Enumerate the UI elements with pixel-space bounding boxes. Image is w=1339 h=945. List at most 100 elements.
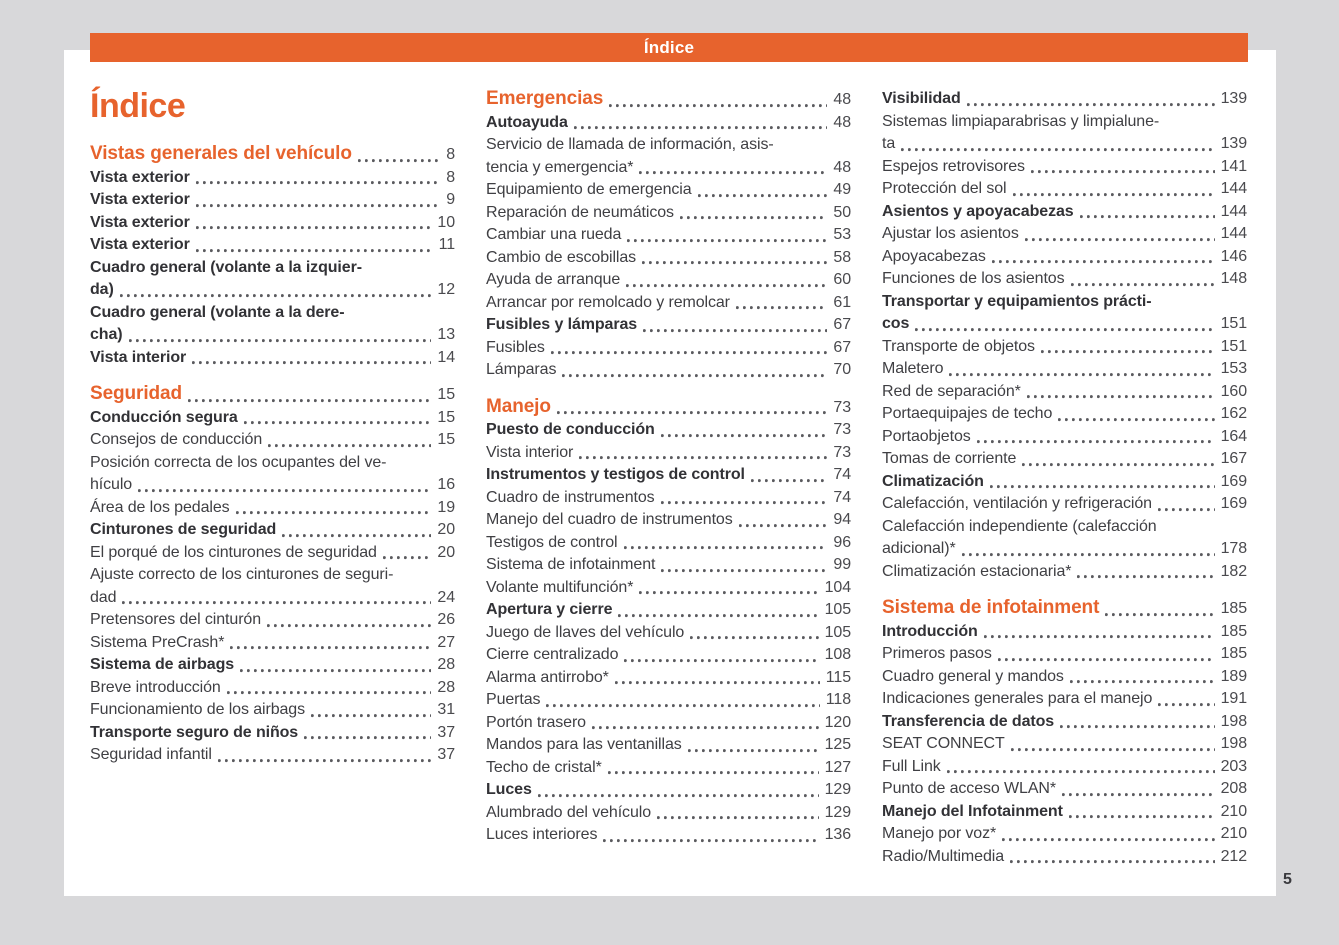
toc-entry[interactable]: Manejo 73 [486,396,851,420]
toc-entry[interactable]: Arrancar por remolcado y remolcar 61 [486,292,851,315]
toc-entry[interactable]: Conducción segura 15 [90,407,455,430]
toc-entry-page: 37 [437,746,455,763]
toc-entry-line: Sistema de infotainment 185 [882,597,1247,621]
toc-entry[interactable]: Portaobjetos 164 [882,426,1247,449]
toc-entry[interactable]: Visibilidad 139 [882,88,1247,111]
toc-entry[interactable]: Luces 129 [486,779,851,802]
toc-entry[interactable]: Sistema PreCrash* 27 [90,632,455,655]
toc-entry[interactable]: Testigos de control 96 [486,532,851,555]
toc-entry[interactable]: Calefacción, ventilación y refrigeración… [882,493,1247,516]
toc-entry[interactable]: Seguridad infantil 37 [90,744,455,767]
toc-entry[interactable]: Funciones de los asientos 148 [882,268,1247,291]
toc-entry[interactable]: Asientos y apoyacabezas 144 [882,201,1247,224]
toc-entry[interactable]: Vistas generales del vehículo 8 [90,143,455,167]
toc-entry-line: Tomas de corriente 167 [882,448,1247,471]
toc-entry-page: 11 [438,236,456,253]
toc-entry-line: Equipamiento de emergencia 49 [486,179,851,202]
toc-entry[interactable]: Transporte de objetos 151 [882,336,1247,359]
toc-entry[interactable]: Alumbrado del vehículo 129 [486,802,851,825]
toc-entry[interactable]: Breve introducción 28 [90,677,455,700]
toc-entry-leader [639,591,819,595]
toc-entry[interactable]: Vista interior 14 [90,347,455,370]
toc-entry[interactable]: SEAT CONNECT 198 [882,733,1247,756]
toc-entry[interactable]: Cuadro general (volante a la izquier-da)… [90,257,455,302]
toc-entry[interactable]: Lámparas 70 [486,359,851,382]
toc-entry[interactable]: Climatización 169 [882,471,1247,494]
toc-entry[interactable]: Pretensores del cinturón 26 [90,609,455,632]
toc-entry[interactable]: Portón trasero 120 [486,712,851,735]
toc-entry[interactable]: Manejo del cuadro de instrumentos 94 [486,509,851,532]
toc-entry[interactable]: Apoyacabezas 146 [882,246,1247,269]
toc-entry-label: Cambio de escobillas [486,248,637,266]
toc-entry[interactable]: Ajuste correcto de los cinturones de seg… [90,564,455,609]
toc-entry[interactable]: Primeros pasos 185 [882,643,1247,666]
toc-entry[interactable]: Ayuda de arranque 60 [486,269,851,292]
toc-entry[interactable]: Vista exterior 10 [90,212,455,235]
toc-entry[interactable]: El porqué de los cinturones de seguridad… [90,542,455,565]
manual-page [64,50,1276,896]
toc-entry[interactable]: Autoayuda 48 [486,112,851,135]
toc-entry[interactable]: Cuadro general y mandos 189 [882,666,1247,689]
toc-entry[interactable]: Radio/Multimedia 212 [882,846,1247,869]
toc-entry[interactable]: Área de los pedales 19 [90,497,455,520]
toc-entry[interactable]: Cambiar una rueda 53 [486,224,851,247]
toc-entry[interactable]: Red de separación* 160 [882,381,1247,404]
toc-entry[interactable]: Vista interior 73 [486,442,851,465]
toc-entry[interactable]: Maletero 153 [882,358,1247,381]
toc-entry[interactable]: Reparación de neumáticos 50 [486,202,851,225]
toc-entry[interactable]: Funcionamiento de los airbags 31 [90,699,455,722]
toc-entry[interactable]: Vista exterior 11 [90,234,455,257]
toc-entry[interactable]: Seguridad 15 [90,383,455,407]
toc-entry[interactable]: Sistemas limpiaparabrisas y limpialune-t… [882,111,1247,156]
toc-entry[interactable]: Volante multifunción* 104 [486,577,851,600]
toc-entry[interactable]: Manejo por voz* 210 [882,823,1247,846]
toc-entry[interactable]: Fusibles 67 [486,337,851,360]
toc-entry[interactable]: Vista exterior 9 [90,189,455,212]
toc-entry[interactable]: Manejo del Infotainment 210 [882,801,1247,824]
toc-entry[interactable]: Instrumentos y testigos de control 74 [486,464,851,487]
toc-entry[interactable]: Cambio de escobillas 58 [486,247,851,270]
toc-entry[interactable]: Vista exterior 8 [90,167,455,190]
toc-entry[interactable]: Full Link 203 [882,756,1247,779]
toc-entry[interactable]: Cierre centralizado 108 [486,644,851,667]
toc-entry[interactable]: Portaequipajes de techo 162 [882,403,1247,426]
toc-entry[interactable]: Mandos para las ventanillas 125 [486,734,851,757]
toc-entry[interactable]: Transporte seguro de niños 37 [90,722,455,745]
toc-entry[interactable]: Sistema de airbags 28 [90,654,455,677]
toc-entry[interactable]: Tomas de corriente 167 [882,448,1247,471]
toc-entry-label: Instrumentos y testigos de control [486,466,745,483]
toc-entry[interactable]: Espejos retrovisores 141 [882,156,1247,179]
toc-entry[interactable]: Punto de acceso WLAN* 208 [882,778,1247,801]
chapter-header-bar: Índice [90,33,1248,62]
toc-entry[interactable]: Posición correcta de los ocupantes del v… [90,452,455,497]
toc-entry[interactable]: Luces interiores 136 [486,824,851,847]
toc-entry[interactable]: Sistema de infotainment 99 [486,554,851,577]
toc-entry-label: Seguridad infantil [90,746,212,763]
toc-entry-leader [697,193,828,198]
toc-entry[interactable]: Transportar y equipamientos prácti-cos 15… [882,291,1247,336]
toc-entry[interactable]: Introducción 185 [882,621,1247,644]
toc-entry[interactable]: Cuadro de instrumentos 74 [486,487,851,510]
toc-entry[interactable]: Ajustar los asientos 144 [882,223,1247,246]
toc-entry[interactable]: Puesto de conducción 73 [486,419,851,442]
toc-entry[interactable]: Cinturones de seguridad 20 [90,519,455,542]
toc-entry[interactable]: Protección del sol 144 [882,178,1247,201]
toc-entry-leader [1002,837,1215,842]
toc-entry[interactable]: Alarma antirrobo* 115 [486,667,851,690]
toc-entry[interactable]: Sistema de infotainment 185 [882,597,1247,621]
toc-entry[interactable]: Techo de cristal* 127 [486,757,851,780]
toc-entry[interactable]: Emergencias 48 [486,88,851,112]
toc-entry[interactable]: Apertura y cierre 105 [486,599,851,622]
toc-entry[interactable]: Climatización estacionaria* 182 [882,561,1247,584]
toc-entry[interactable]: Consejos de conducción 15 [90,429,455,452]
toc-entry[interactable]: Indicaciones generales para el manejo 191 [882,688,1247,711]
toc-entry[interactable]: Calefacción independiente (calefacción ad… [882,516,1247,561]
toc-entry-line: Vista exterior 8 [90,167,455,190]
toc-entry[interactable]: Transferencia de datos 198 [882,711,1247,734]
toc-entry[interactable]: Fusibles y lámparas 67 [486,314,851,337]
toc-entry[interactable]: Cuadro general (volante a la dere-cha) 13 [90,302,455,347]
toc-entry[interactable]: Puertas 118 [486,689,851,712]
toc-entry[interactable]: Juego de llaves del vehículo 105 [486,622,851,645]
toc-entry[interactable]: Equipamiento de emergencia 49 [486,179,851,202]
toc-entry[interactable]: Servicio de llamada de información, asis… [486,134,851,179]
